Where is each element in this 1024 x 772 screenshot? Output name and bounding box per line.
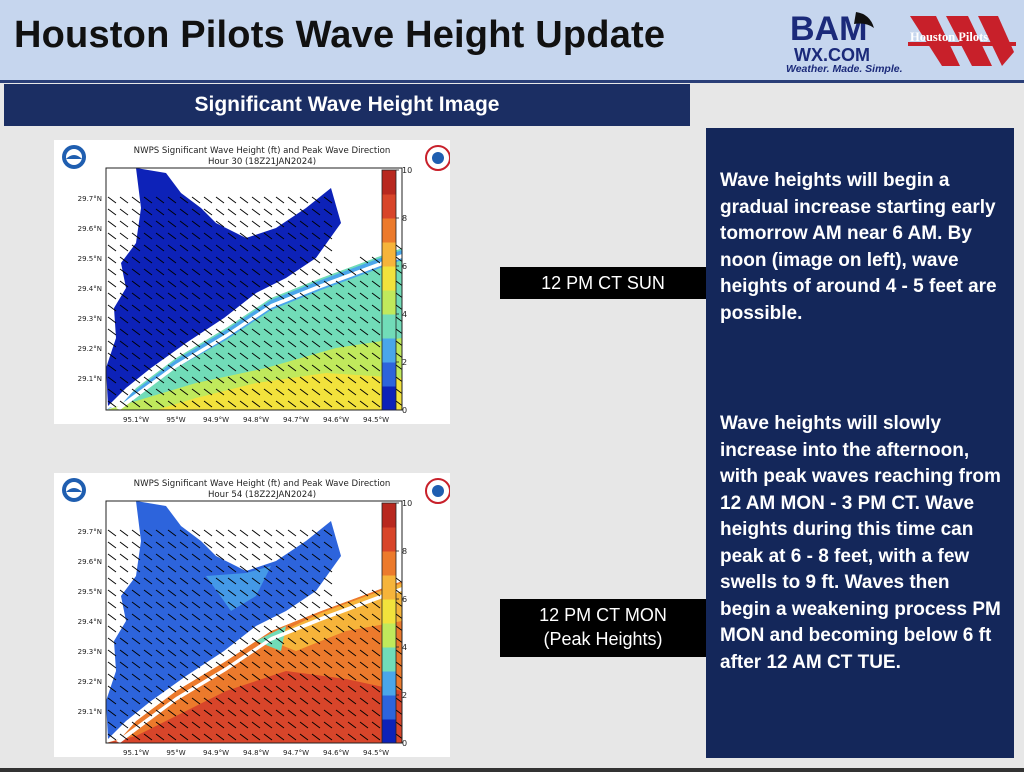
longitude-label: 94.9°W bbox=[203, 416, 229, 424]
colorbar-tick-label: 2 bbox=[402, 358, 407, 367]
latitude-label: 29.2°N bbox=[78, 678, 102, 686]
longitude-label: 95.1°W bbox=[123, 416, 149, 424]
svg-text:Weather. Made. Simple.: Weather. Made. Simple. bbox=[786, 63, 903, 74]
latitude-label: 29.6°N bbox=[78, 558, 102, 566]
latitude-label: 29.3°N bbox=[78, 648, 102, 656]
houston-pilots-logo: Houston Pilots bbox=[908, 16, 1016, 66]
longitude-label: 94.7°W bbox=[283, 749, 309, 757]
forecast-paragraph-1: Wave heights will begin a gradual increa… bbox=[720, 170, 997, 324]
header-divider bbox=[0, 80, 1024, 83]
time-label-sun: 12 PM CT SUN bbox=[500, 267, 706, 299]
map-subtitle: Hour 54 (18Z22JAN2024) bbox=[208, 490, 316, 500]
longitude-label: 95.1°W bbox=[123, 749, 149, 757]
page-title: Houston Pilots Wave Height Update bbox=[14, 14, 666, 56]
colorbar-tick-label: 10 bbox=[402, 499, 412, 508]
longitude-label: 94.7°W bbox=[283, 416, 309, 424]
time-label-mon: 12 PM CT MON (Peak Heights) bbox=[500, 599, 706, 657]
latitude-label: 29.4°N bbox=[78, 285, 102, 293]
colorbar-tick-label: 4 bbox=[402, 310, 407, 319]
forecast-paragraph-2: Wave heights will slowly increase into t… bbox=[720, 413, 1001, 673]
svg-text:WX.COM: WX.COM bbox=[794, 45, 870, 65]
latitude-label: 29.6°N bbox=[78, 225, 102, 233]
longitude-label: 94.8°W bbox=[243, 749, 269, 757]
longitude-label: 94.9°W bbox=[203, 749, 229, 757]
time-label-mon-line1: 12 PM CT MON bbox=[539, 605, 667, 625]
wave-map-hour-54: NWPS Significant Wave Height (ft) and Pe… bbox=[54, 473, 450, 757]
forecast-text-panel: Wave heights will begin a gradual increa… bbox=[706, 128, 1014, 758]
colorbar-tick-label: 0 bbox=[402, 739, 407, 748]
latitude-label: 29.5°N bbox=[78, 588, 102, 596]
header-banner: Houston Pilots Wave Height Update BAM WX… bbox=[0, 0, 1024, 80]
bamwx-logo: BAM WX.COM Weather. Made. Simple. bbox=[786, 10, 903, 74]
section-title: Significant Wave Height Image bbox=[4, 84, 690, 126]
time-label-mon-line2: (Peak Heights) bbox=[543, 629, 663, 649]
latitude-label: 29.5°N bbox=[78, 255, 102, 263]
longitude-label: 95°W bbox=[166, 416, 185, 424]
longitude-label: 94.5°W bbox=[363, 749, 389, 757]
svg-text:Houston Pilots: Houston Pilots bbox=[910, 30, 988, 44]
colorbar-tick-label: 6 bbox=[402, 595, 407, 604]
longitude-label: 94.6°W bbox=[323, 416, 349, 424]
colorbar-tick-label: 10 bbox=[402, 166, 412, 175]
nws-icon bbox=[425, 145, 450, 171]
latitude-label: 29.1°N bbox=[78, 375, 102, 383]
longitude-label: 95°W bbox=[166, 749, 185, 757]
colorbar-tick-label: 4 bbox=[402, 643, 407, 652]
noaa-icon bbox=[62, 478, 86, 502]
latitude-label: 29.1°N bbox=[78, 708, 102, 716]
svg-text:BAM: BAM bbox=[790, 10, 867, 48]
latitude-label: 29.7°N bbox=[78, 528, 102, 536]
nws-icon bbox=[425, 478, 450, 504]
wave-map-hour-30: NWPS Significant Wave Height (ft) and Pe… bbox=[54, 140, 450, 424]
map-title: NWPS Significant Wave Height (ft) and Pe… bbox=[134, 146, 391, 156]
noaa-icon bbox=[62, 145, 86, 169]
latitude-label: 29.2°N bbox=[78, 345, 102, 353]
latitude-label: 29.3°N bbox=[78, 315, 102, 323]
latitude-label: 29.7°N bbox=[78, 195, 102, 203]
colorbar-tick-label: 6 bbox=[402, 262, 407, 271]
colorbar-tick-label: 8 bbox=[402, 214, 407, 223]
latitude-label: 29.4°N bbox=[78, 618, 102, 626]
colorbar-tick-label: 8 bbox=[402, 547, 407, 556]
map-subtitle: Hour 30 (18Z21JAN2024) bbox=[208, 157, 316, 167]
map-title: NWPS Significant Wave Height (ft) and Pe… bbox=[134, 479, 391, 489]
longitude-label: 94.5°W bbox=[363, 416, 389, 424]
longitude-label: 94.6°W bbox=[323, 749, 349, 757]
longitude-label: 94.8°W bbox=[243, 416, 269, 424]
colorbar-tick-label: 2 bbox=[402, 691, 407, 700]
colorbar-tick-label: 0 bbox=[402, 406, 407, 415]
footer-line bbox=[0, 768, 1024, 772]
